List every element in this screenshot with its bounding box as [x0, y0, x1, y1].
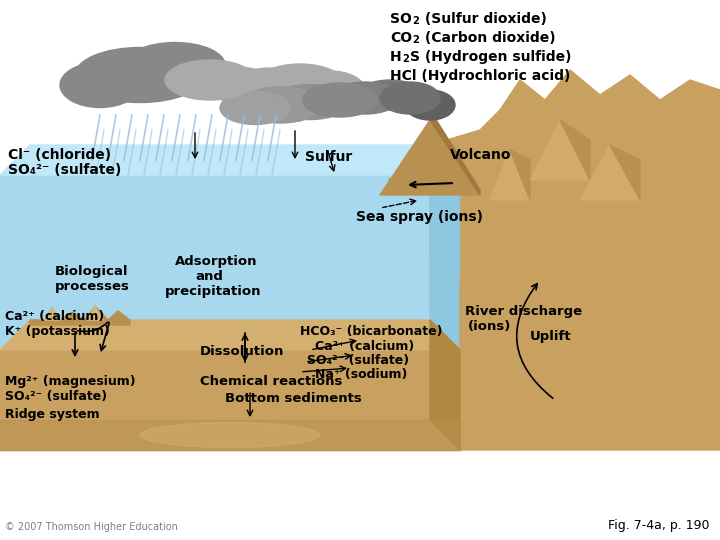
Text: Na⁺ (sodium): Na⁺ (sodium): [315, 368, 408, 381]
Polygon shape: [580, 145, 640, 200]
Polygon shape: [430, 70, 720, 450]
Text: SO₄²⁻ (sulfate): SO₄²⁻ (sulfate): [307, 354, 409, 367]
Text: Chemical reactions: Chemical reactions: [200, 375, 343, 388]
Text: Dissolution: Dissolution: [200, 345, 284, 358]
Text: (ions): (ions): [468, 320, 511, 333]
Polygon shape: [0, 420, 460, 450]
Text: 2: 2: [412, 35, 419, 45]
Text: Biological: Biological: [55, 265, 128, 278]
Text: Ridge system: Ridge system: [5, 408, 99, 421]
Polygon shape: [0, 145, 460, 175]
Text: Fig. 7-4a, p. 190: Fig. 7-4a, p. 190: [608, 519, 710, 532]
Ellipse shape: [358, 80, 423, 110]
Ellipse shape: [205, 68, 275, 103]
Ellipse shape: [302, 83, 377, 117]
Text: SO₄²⁻ (sulfate): SO₄²⁻ (sulfate): [5, 390, 107, 403]
Polygon shape: [430, 145, 460, 450]
Ellipse shape: [75, 48, 205, 103]
Text: H: H: [390, 50, 402, 64]
Text: S (Hydrogen sulfide): S (Hydrogen sulfide): [410, 50, 572, 64]
Ellipse shape: [255, 64, 345, 106]
Polygon shape: [490, 150, 530, 200]
Text: and: and: [195, 270, 223, 283]
Text: K⁺ (potassium): K⁺ (potassium): [5, 325, 110, 338]
Polygon shape: [390, 175, 460, 190]
Text: River discharge: River discharge: [465, 305, 582, 318]
Ellipse shape: [295, 71, 365, 109]
Ellipse shape: [330, 82, 400, 114]
Polygon shape: [0, 0, 720, 175]
Text: precipitation: precipitation: [165, 285, 261, 298]
Polygon shape: [430, 145, 460, 280]
Polygon shape: [430, 145, 460, 195]
Polygon shape: [380, 120, 480, 195]
Text: (Carbon dioxide): (Carbon dioxide): [420, 31, 556, 45]
Ellipse shape: [165, 60, 255, 100]
Polygon shape: [530, 120, 590, 180]
Polygon shape: [560, 120, 590, 180]
Polygon shape: [0, 175, 460, 450]
Ellipse shape: [270, 84, 350, 119]
Text: HCl (Hydrochloric acid): HCl (Hydrochloric acid): [390, 69, 570, 83]
Ellipse shape: [380, 82, 440, 114]
Text: HCO₃⁻ (bicarbonate): HCO₃⁻ (bicarbonate): [300, 325, 443, 338]
Text: © 2007 Thomson Higher Education: © 2007 Thomson Higher Education: [5, 522, 178, 532]
Text: Ca²⁺ (calcium): Ca²⁺ (calcium): [5, 310, 104, 323]
Text: Sea spray (ions): Sea spray (ions): [356, 210, 483, 224]
Ellipse shape: [60, 63, 140, 107]
Text: Ca²⁺ (calcium): Ca²⁺ (calcium): [315, 340, 414, 353]
Ellipse shape: [230, 68, 310, 108]
Polygon shape: [510, 150, 530, 200]
Text: Adsorption: Adsorption: [175, 255, 258, 268]
Text: Mg²⁺ (magnesium): Mg²⁺ (magnesium): [5, 375, 135, 388]
Text: Cl⁻ (chloride): Cl⁻ (chloride): [8, 148, 111, 162]
Polygon shape: [87, 306, 103, 320]
Polygon shape: [430, 118, 480, 195]
Ellipse shape: [140, 422, 320, 448]
Text: 2: 2: [412, 16, 419, 26]
Polygon shape: [0, 320, 460, 350]
Polygon shape: [0, 350, 460, 450]
Text: 2: 2: [402, 54, 409, 64]
Ellipse shape: [220, 91, 290, 125]
Ellipse shape: [238, 87, 323, 123]
Text: Bottom sediments: Bottom sediments: [225, 392, 361, 405]
Ellipse shape: [125, 43, 225, 87]
Text: CO: CO: [390, 31, 412, 45]
Text: SO: SO: [390, 12, 412, 26]
Text: Uplift: Uplift: [530, 330, 572, 343]
Polygon shape: [44, 308, 60, 320]
Text: SO₄²⁻ (sulfate): SO₄²⁻ (sulfate): [8, 163, 122, 177]
Text: (Sulfur dioxide): (Sulfur dioxide): [420, 12, 547, 26]
Polygon shape: [610, 145, 640, 200]
Ellipse shape: [405, 90, 455, 120]
Text: Volcano: Volcano: [450, 148, 511, 162]
Text: processes: processes: [55, 280, 130, 293]
Polygon shape: [30, 306, 130, 325]
Text: Sulfur: Sulfur: [305, 150, 352, 164]
Polygon shape: [430, 320, 460, 450]
